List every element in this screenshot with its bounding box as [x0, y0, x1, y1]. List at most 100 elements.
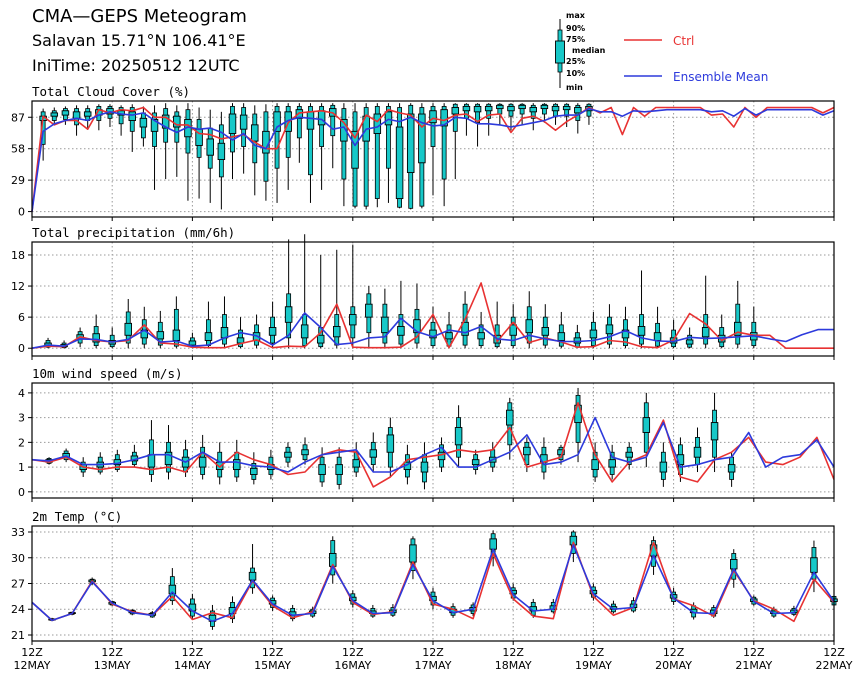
series-ensemble-mean — [31, 416, 835, 473]
y-tick-label: 27 — [11, 578, 25, 591]
box-23 — [420, 442, 429, 490]
box-25-75 — [445, 332, 453, 340]
box-25-75 — [318, 464, 326, 475]
box-6 — [95, 104, 103, 131]
box-28 — [340, 103, 348, 207]
box-9 — [128, 104, 136, 152]
box-5 — [113, 449, 122, 473]
box-25-75 — [386, 434, 395, 453]
box-25-75 — [625, 451, 633, 458]
box-9 — [172, 296, 181, 349]
box-24 — [295, 103, 304, 163]
box-35 — [625, 442, 633, 470]
legend-box-label: 10% — [566, 69, 585, 78]
box-45 — [750, 306, 758, 349]
chart-panel-0: 0 29 58 87 Total Cloud Cover (%) — [11, 84, 835, 221]
y-tick-label: 18 — [11, 249, 25, 262]
box-37 — [659, 442, 668, 487]
box-25-75 — [605, 324, 614, 335]
box-25-75 — [541, 327, 550, 336]
box-14 — [184, 103, 192, 201]
x-tick-label-date: 16MAY — [334, 659, 371, 672]
box-25-75 — [506, 409, 514, 426]
box-13 — [288, 604, 297, 622]
x-tick-label-time: 12Z — [422, 646, 444, 659]
box-20 — [369, 432, 378, 473]
box-15 — [284, 442, 292, 468]
box-25-75 — [365, 303, 373, 318]
box-25-75 — [301, 449, 309, 456]
box-10-90 — [319, 106, 325, 147]
chart-panel-3: 21 24 27 30 33 2m Temp (°C) — [11, 509, 838, 645]
box-10-90 — [330, 104, 336, 137]
series-ctrl — [31, 402, 835, 488]
box-25-75 — [384, 111, 393, 126]
box-25-75 — [574, 107, 582, 114]
box-25-75 — [217, 142, 226, 160]
box-17 — [300, 234, 309, 349]
box-10-90 — [308, 106, 313, 176]
box-25-75 — [317, 110, 326, 126]
box-12 — [220, 296, 229, 349]
box-25-75 — [409, 544, 417, 563]
box-32 — [541, 304, 550, 349]
box-25-75 — [693, 446, 702, 458]
panel-title: 10m wind speed (m/s) — [32, 366, 183, 381]
box-25-75 — [198, 456, 207, 468]
box-25-75 — [685, 339, 694, 345]
box-25-75 — [477, 332, 485, 340]
box-10-90 — [374, 106, 380, 199]
box-25-75 — [72, 111, 81, 119]
box-4 — [96, 452, 105, 475]
box-25-75 — [471, 459, 480, 466]
box-34 — [573, 324, 582, 349]
box-10-90 — [296, 106, 302, 139]
box-25-75 — [139, 117, 148, 128]
box-25-75 — [164, 451, 173, 466]
x-tick-label-date: 22MAY — [816, 659, 853, 672]
panel-frame — [31, 100, 835, 218]
box-25-75 — [316, 334, 325, 344]
panel-title: Total precipitation (mm/6h) — [32, 225, 235, 240]
x-tick-label-date: 14MAY — [174, 659, 211, 672]
box-10-90 — [541, 103, 547, 115]
x-tick-label-date: 13MAY — [94, 659, 131, 672]
box-31 — [525, 291, 533, 349]
panel-title: Total Cloud Cover (%) — [32, 84, 190, 99]
box-35 — [589, 311, 598, 349]
x-tick-label-date: 19MAY — [575, 659, 612, 672]
box-25-75 — [507, 105, 515, 112]
box-9 — [208, 604, 217, 630]
box-33 — [395, 103, 404, 209]
box-19 — [239, 103, 248, 174]
location-label: Salavan 15.71°N 106.41°E — [32, 31, 246, 50]
meteogram-title: CMA—GEPS Meteogram — [32, 6, 247, 27]
box-25-75 — [429, 110, 437, 124]
box-11 — [204, 301, 213, 349]
box-15 — [329, 536, 337, 584]
box-3 — [61, 106, 70, 125]
box-25-75 — [523, 446, 531, 456]
box-12 — [233, 439, 241, 482]
box-34 — [608, 444, 616, 480]
box-44 — [518, 103, 526, 125]
y-tick-label: 29 — [11, 174, 25, 187]
box-25-75 — [413, 319, 421, 334]
chart-panel-1: 0 6 12 18 Total precipitation (mm/6h) — [11, 225, 835, 360]
series-ensemble-mean — [31, 107, 835, 212]
box-38 — [637, 270, 646, 349]
box-25-75 — [239, 114, 248, 130]
box-25-75 — [220, 327, 229, 339]
box-50 — [585, 103, 593, 125]
box-25-75 — [340, 118, 348, 142]
box-25-75 — [50, 112, 59, 117]
y-tick-label: 3 — [18, 412, 25, 425]
legend-box-inner — [555, 40, 565, 64]
box-25-75 — [551, 105, 560, 112]
box-25-75 — [248, 571, 257, 581]
box-25-75 — [172, 329, 181, 341]
box-25-75 — [124, 322, 132, 336]
box-25-75 — [61, 110, 70, 116]
box-25-75 — [295, 109, 304, 119]
series-ensemble-mean — [31, 544, 835, 623]
